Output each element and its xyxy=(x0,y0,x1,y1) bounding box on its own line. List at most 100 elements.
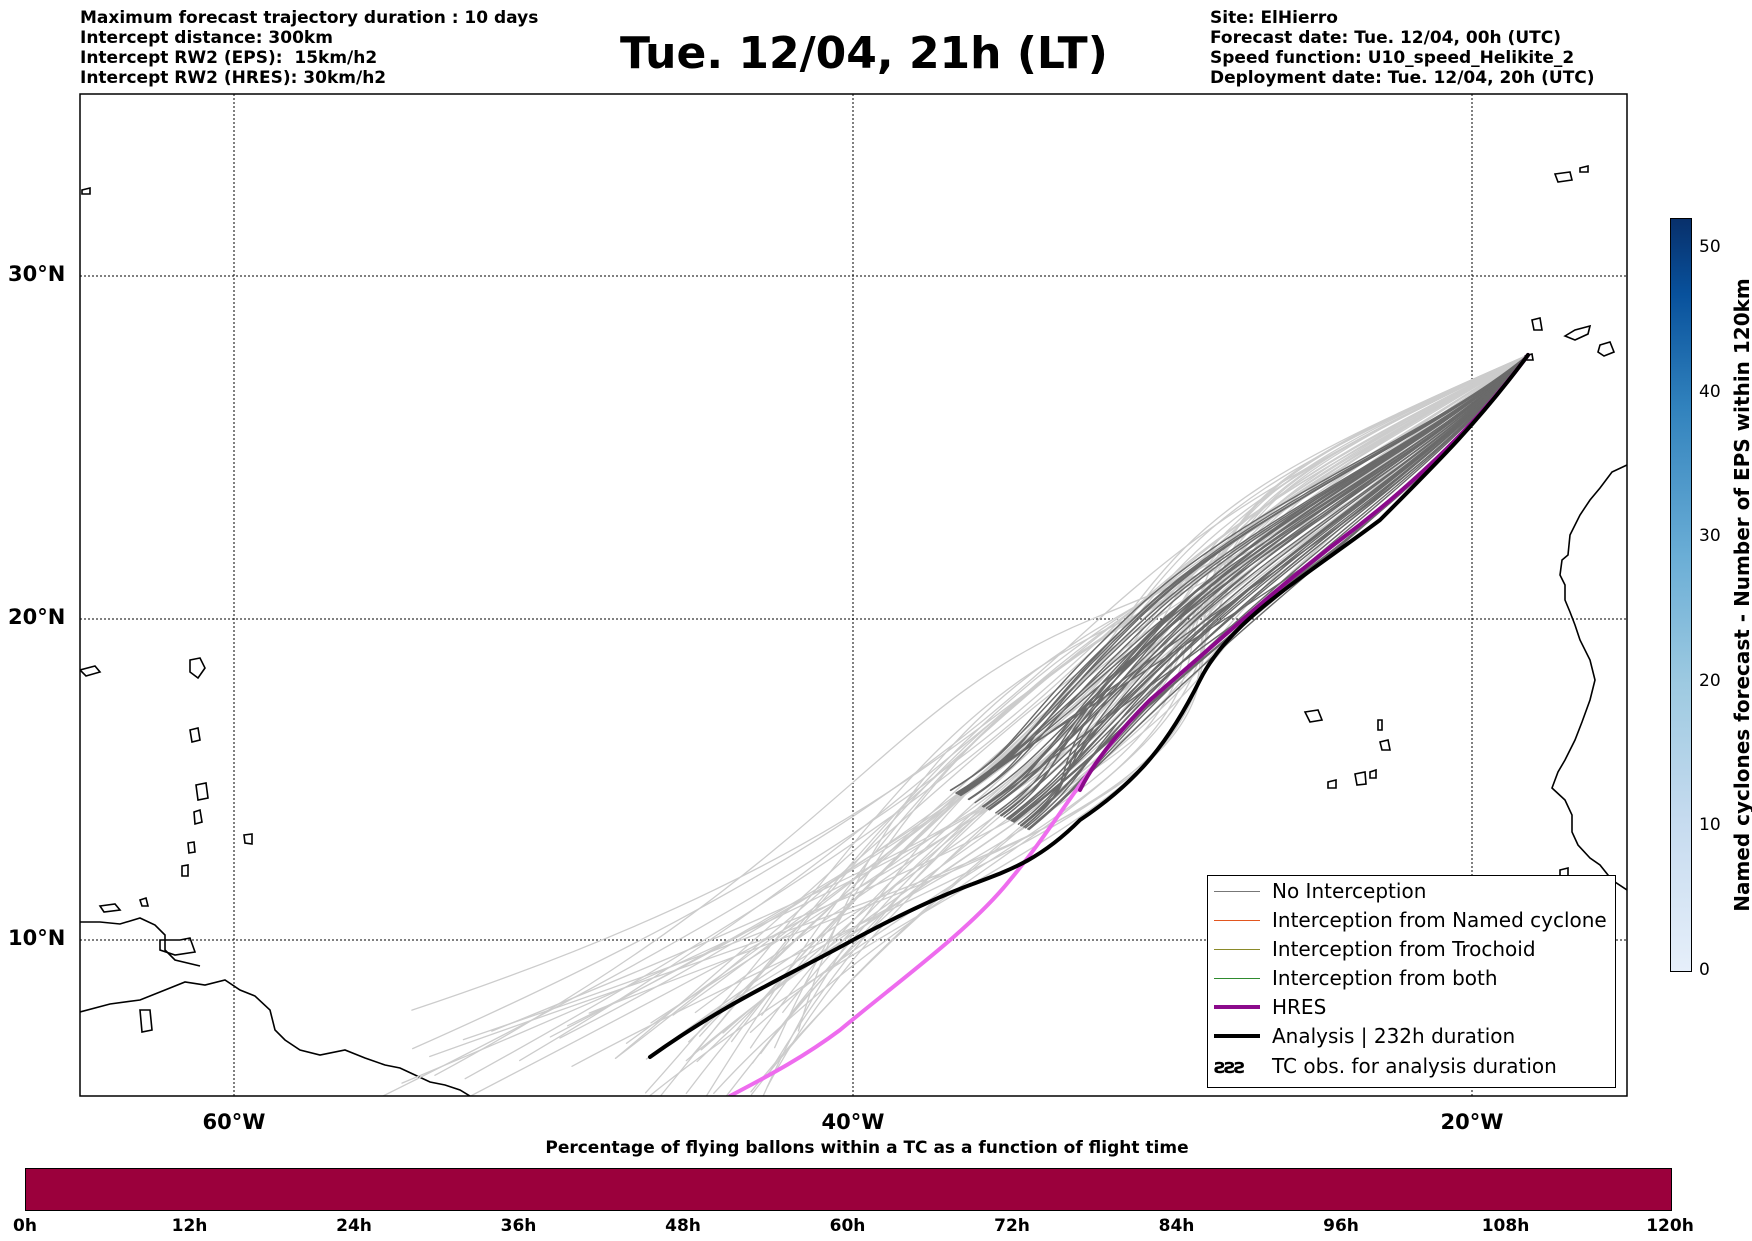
legend-item-named-cyclone: Interception from Named cyclone xyxy=(1214,906,1607,934)
lon-label-40w: 40°W xyxy=(821,1110,885,1134)
header-left-line: Maximum forecast trajectory duration : 1… xyxy=(80,8,539,28)
island xyxy=(181,864,189,877)
time-tick-label: 108h xyxy=(1481,1216,1530,1236)
legend-item-both: Interception from both xyxy=(1214,964,1498,992)
island-canary xyxy=(1563,324,1592,341)
colorbar-tick-label: 10 xyxy=(1699,815,1721,836)
time-tick-label: 120h xyxy=(1646,1216,1694,1236)
legend: No Interception Interception from Named … xyxy=(1207,875,1616,1088)
colorbar-tick-label: 30 xyxy=(1699,526,1721,547)
page-title: Tue. 12/04, 21h (LT) xyxy=(620,28,1108,79)
eps-trajectory-no-interception xyxy=(949,354,1529,791)
time-tick-label: 12h xyxy=(171,1216,208,1236)
header-info-left: Maximum forecast trajectory duration : 1… xyxy=(80,8,538,88)
header-right-line: Forecast date: Tue. 12/04, 00h (UTC) xyxy=(1210,28,1561,48)
island-canary xyxy=(1531,317,1543,331)
island xyxy=(243,833,253,845)
island xyxy=(195,782,209,801)
time-tick-label: 72h xyxy=(994,1216,1030,1236)
legend-swatch xyxy=(1214,919,1260,921)
island-cape-verde xyxy=(1369,768,1377,779)
island-cape-verde xyxy=(1327,778,1337,789)
eps-trajectory-far xyxy=(725,354,1529,1096)
eps-trajectory-no-interception xyxy=(1020,354,1529,827)
colorbar-tick-label: 0 xyxy=(1699,960,1710,980)
eps-trajectory-no-interception xyxy=(968,354,1529,801)
coastline-africa xyxy=(1551,464,1627,891)
time-tick-label: 48h xyxy=(665,1216,701,1236)
time-tick-label: 84h xyxy=(1158,1216,1195,1236)
map-frame xyxy=(79,93,1628,1097)
header-info-right: Site: ElHierro Forecast date: Tue. 12/04… xyxy=(1210,8,1595,88)
legend-label: Interception from both xyxy=(1272,966,1498,990)
island xyxy=(80,665,102,677)
lon-label-20w: 20°W xyxy=(1440,1110,1504,1134)
legend-swatch xyxy=(1214,1034,1260,1038)
time-tick-label: 96h xyxy=(1323,1216,1359,1236)
header-right-line: Speed function: U10_speed_Helikite_2 xyxy=(1210,48,1575,68)
eps-trajectory-no-interception xyxy=(988,354,1529,811)
time-bar xyxy=(25,1168,1672,1211)
legend-label: Interception from Trochoid xyxy=(1272,937,1536,961)
lon-label-60w: 60°W xyxy=(202,1110,266,1134)
header-left-line: Intercept RW2 (HRES): 30km/h2 xyxy=(80,68,387,88)
eps-trajectory-no-interception xyxy=(956,354,1529,795)
legend-label: TC obs. for analysis duration xyxy=(1272,1054,1557,1078)
eps-trajectory-no-interception xyxy=(1006,354,1529,820)
island-cape-verde xyxy=(1379,739,1391,751)
legend-item-analysis: Analysis | 232h duration xyxy=(1214,1022,1515,1050)
colorbar-tick-label: 50 xyxy=(1699,236,1721,257)
colorbar-label: Named cyclones forecast - Number of EPS … xyxy=(1730,278,1752,912)
island-cape-verde xyxy=(1303,709,1324,723)
legend-label: Interception from Named cyclone xyxy=(1272,908,1607,932)
trajectories-layer xyxy=(381,353,1530,1096)
eps-trajectory-far xyxy=(429,354,1529,1058)
island xyxy=(1553,171,1573,183)
tc-symbol-icon: ƨƨƨ xyxy=(1214,1054,1246,1078)
eps-trajectory-far xyxy=(749,354,1529,1049)
time-tick-label: 60h xyxy=(829,1216,866,1236)
time-tick-label: 36h xyxy=(500,1216,537,1236)
lat-label-30: 30°N xyxy=(8,262,66,286)
eps-trajectory-no-interception xyxy=(967,354,1529,800)
island-cape-verde xyxy=(1354,771,1367,786)
eps-trajectory-far xyxy=(694,354,1529,1014)
legend-item-trochoid: Interception from Trochoid xyxy=(1214,935,1536,963)
legend-swatch xyxy=(1214,948,1260,950)
time-tick-label: 0h xyxy=(13,1216,37,1236)
legend-swatch xyxy=(1214,1005,1260,1009)
eps-trajectory-no-interception xyxy=(1027,354,1529,830)
lat-label-20: 20°N xyxy=(8,605,66,629)
colorbar xyxy=(1670,218,1692,972)
island xyxy=(187,841,196,854)
island xyxy=(98,903,122,913)
header-right-line: Deployment date: Tue. 12/04, 20h (UTC) xyxy=(1210,68,1595,88)
colorbar-tick-label: 20 xyxy=(1699,670,1721,691)
island-cape-verde xyxy=(1377,719,1383,731)
coastline-trinidad xyxy=(159,937,197,956)
legend-label: Analysis | 232h duration xyxy=(1272,1024,1516,1048)
legend-item-tc-obs: ƨƨƨ TC obs. for analysis duration xyxy=(1214,1052,1557,1080)
header-right-line: Site: ElHierro xyxy=(1210,8,1338,28)
legend-swatch xyxy=(1214,977,1260,979)
island xyxy=(81,186,91,195)
island xyxy=(139,1009,153,1033)
legend-label: HRES xyxy=(1272,995,1327,1019)
eps-trajectory-no-interception xyxy=(1008,354,1529,821)
legend-swatch xyxy=(1214,890,1260,892)
eps-trajectory-far xyxy=(656,354,1529,1052)
island xyxy=(138,896,150,907)
header-left-line: Intercept distance: 300km xyxy=(80,28,333,48)
legend-item-hres: HRES xyxy=(1214,993,1326,1021)
time-bar-title: Percentage of flying ballons within a TC… xyxy=(545,1138,1189,1158)
island xyxy=(193,808,203,826)
map-content xyxy=(80,94,1627,1096)
island xyxy=(189,727,201,743)
coastline-venezuela-north xyxy=(80,917,201,967)
time-tick-label: 24h xyxy=(336,1216,372,1236)
header-left-line: Intercept RW2 (EPS): 15km/h2 xyxy=(80,48,378,68)
colorbar-tick-label: 40 xyxy=(1699,381,1721,402)
eps-trajectory-no-interception xyxy=(1024,354,1529,829)
eps-trajectory-no-interception xyxy=(955,354,1529,794)
